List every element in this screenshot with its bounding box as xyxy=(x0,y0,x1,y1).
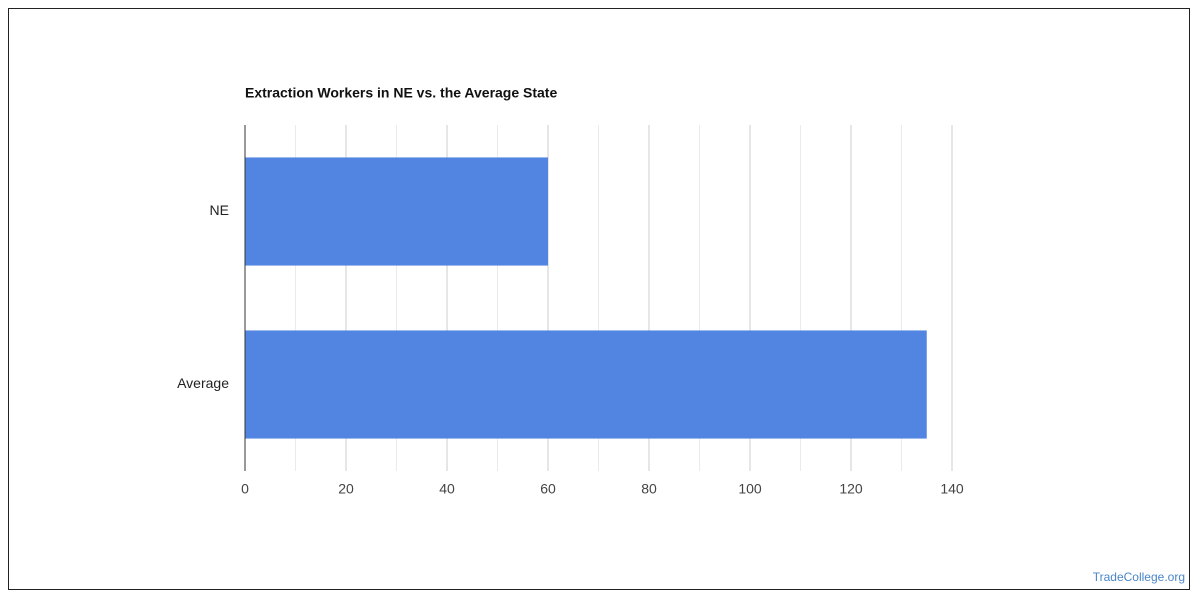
y-tick-label: Average xyxy=(177,375,229,391)
x-tick-label: 100 xyxy=(738,481,762,497)
x-tick-label: 60 xyxy=(540,481,556,497)
x-tick-label: 140 xyxy=(940,481,964,497)
x-tick-label: 120 xyxy=(839,481,863,497)
x-tick-label: 40 xyxy=(439,481,455,497)
bar xyxy=(245,157,548,266)
x-tick-label: 0 xyxy=(241,481,249,497)
bar xyxy=(245,330,927,439)
x-tick-label: 80 xyxy=(641,481,657,497)
chart-title: Extraction Workers in NE vs. the Average… xyxy=(245,85,557,101)
x-tick-label: 20 xyxy=(338,481,354,497)
y-tick-label: NE xyxy=(210,202,229,218)
source-link[interactable]: TradeCollege.org xyxy=(1093,570,1185,584)
